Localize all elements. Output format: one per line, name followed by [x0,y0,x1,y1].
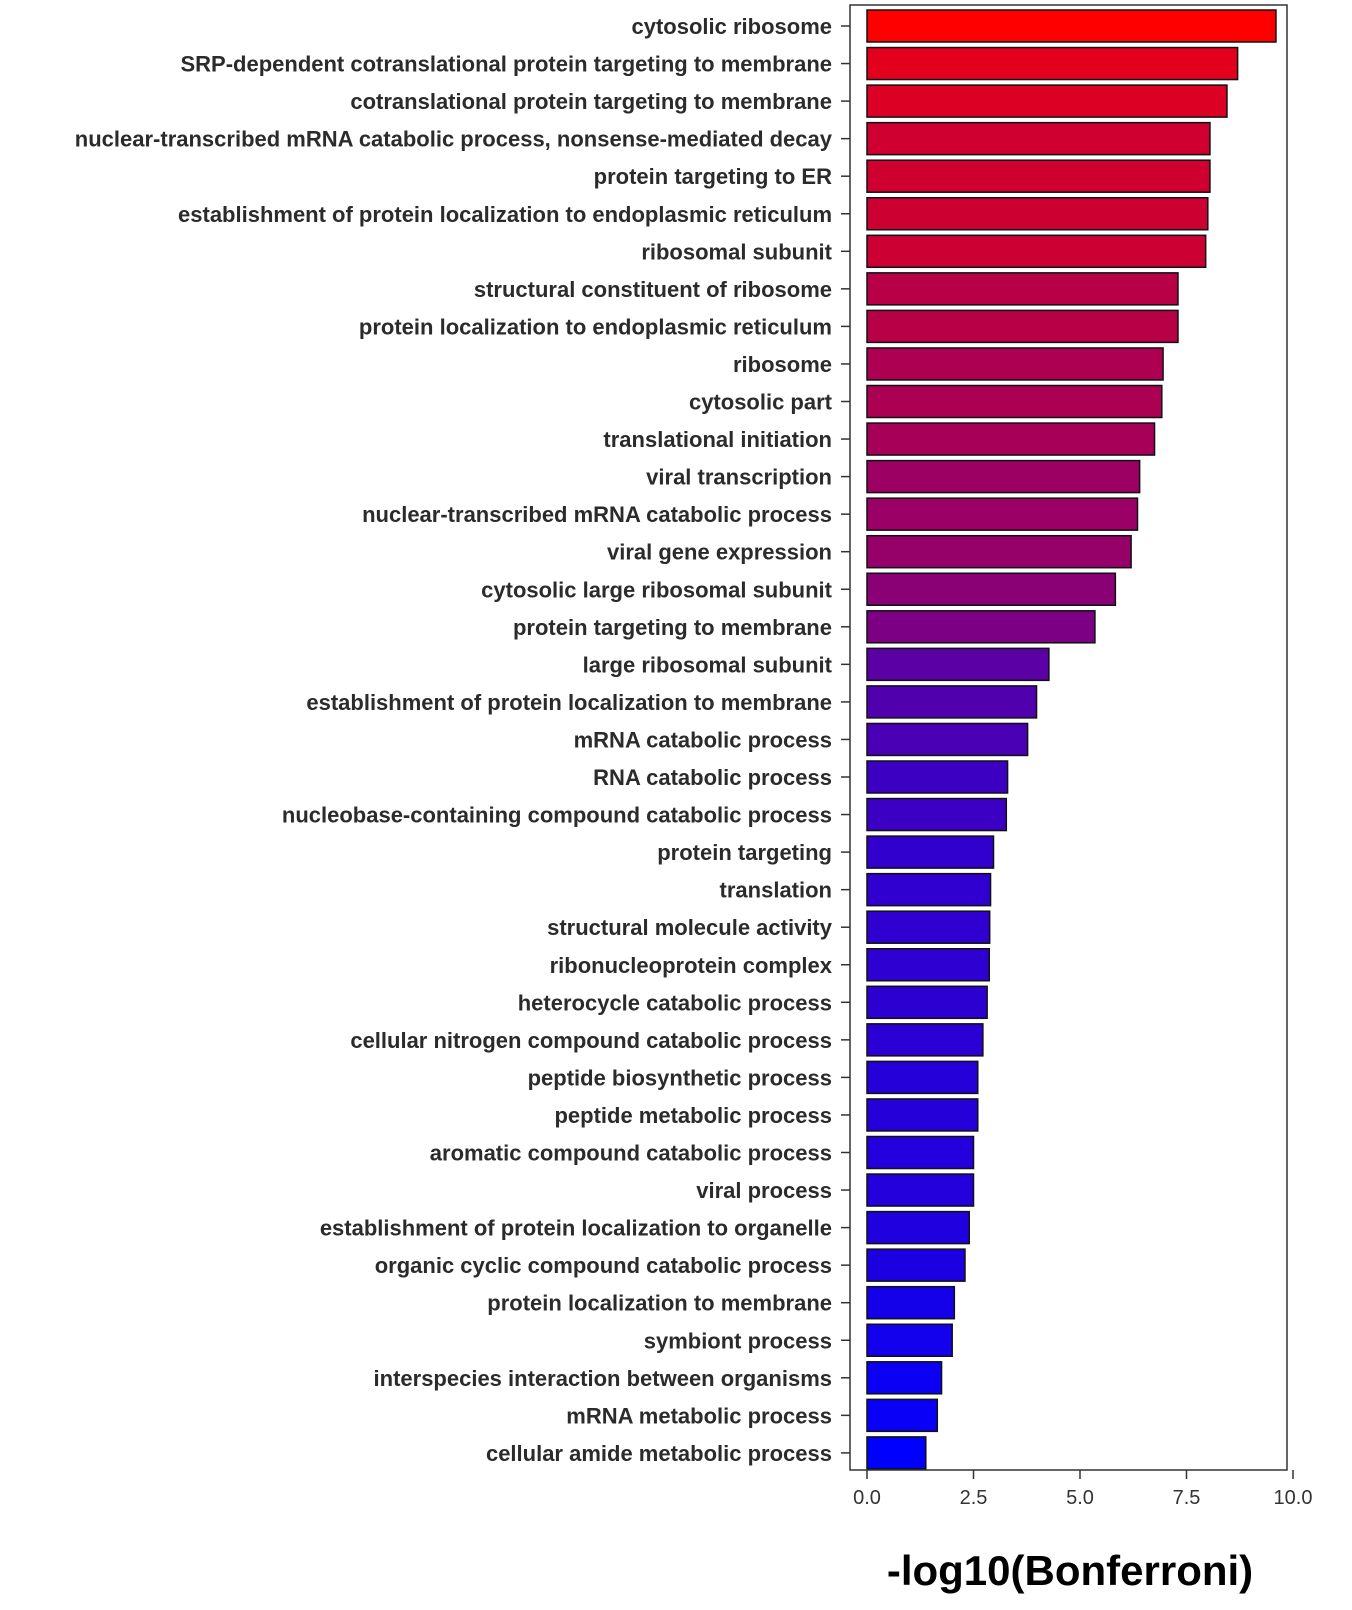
category-label: large ribosomal subunit [583,652,833,677]
x-tick-label: 7.5 [1173,1487,1201,1509]
category-label: peptide metabolic process [554,1103,832,1128]
bar [866,610,1096,644]
bar [866,384,1163,419]
x-axis-ticks [866,1470,1294,1479]
category-label: protein targeting [657,840,832,865]
category-label: cellular nitrogen compound catabolic pro… [350,1028,832,1053]
category-label: nuclear-transcribed mRNA catabolic proce… [75,127,833,152]
bar [866,1210,970,1245]
bar [866,9,1277,43]
category-label: protein targeting to ER [594,164,832,189]
category-label: cotranslational protein targeting to mem… [350,89,832,114]
category-label: peptide biosynthetic process [528,1065,832,1090]
category-label: aromatic compound catabolic process [430,1141,832,1166]
bar [866,1436,927,1470]
bar [866,647,1050,682]
bar [866,197,1209,231]
category-labels: cytosolic ribosome SRP-dependent cotransl… [75,14,833,1466]
category-label: SRP-dependent cotranslational protein ta… [180,52,832,77]
bar [866,234,1207,269]
bar [866,1398,939,1433]
bar [866,872,992,907]
x-tick-label: 10.0 [1274,1487,1313,1509]
category-label: cytosolic part [689,390,833,415]
bar [866,1060,979,1095]
category-label: protein targeting to membrane [513,615,832,640]
bar [866,1323,953,1357]
category-label: protein localization to membrane [487,1291,832,1316]
category-label: mRNA metabolic process [566,1403,832,1428]
bar [866,797,1008,832]
bar [866,1173,975,1207]
category-label: ribonucleoprotein complex [550,953,833,978]
bar [866,159,1211,193]
x-axis-tick-labels: 0.0 2.5 5.0 7.5 10.0 [853,1487,1312,1509]
category-label: translational initiation [603,427,832,452]
bar [866,1023,984,1057]
bar [866,835,995,869]
bar [866,309,1179,344]
bar [866,1098,979,1132]
bar [866,572,1117,606]
category-label: translation [720,878,832,903]
bar [866,1248,966,1282]
bar [866,272,1179,306]
category-label: heterocycle catabolic process [518,990,832,1015]
category-label: cytosolic ribosome [631,14,832,39]
x-tick-label: 0.0 [853,1487,881,1509]
x-axis-title: -log10(Bonferroni) [887,1547,1253,1594]
plot-panel-border [849,4,1288,1471]
bars [866,9,1277,1470]
bar [866,534,1132,569]
bar [866,347,1164,381]
category-label: cellular amide metabolic process [486,1441,832,1466]
category-label: ribosome [733,352,832,377]
bar [866,84,1228,118]
category-label: structural constituent of ribosome [474,277,832,302]
bar [866,985,988,1020]
bar [866,497,1139,531]
category-label: symbiont process [644,1328,832,1353]
bar [866,1361,943,1395]
bar [866,46,1239,81]
category-label: ribosomal subunit [641,239,832,264]
category-label: RNA catabolic process [593,765,832,790]
bar [866,910,991,944]
bar [866,948,991,982]
category-label: viral process [696,1178,832,1203]
bar [866,760,1009,794]
category-label: mRNA catabolic process [574,727,832,752]
category-label: viral transcription [646,465,832,490]
category-label: establishment of protein localization to… [178,202,832,227]
bar [866,422,1156,456]
category-label: cytosolic large ribosomal subunit [481,577,833,602]
bar [866,722,1029,757]
category-label: establishment of protein localization to… [306,690,832,715]
category-label: protein localization to endoplasmic reti… [359,314,832,339]
bar [866,459,1141,494]
bar [866,121,1211,156]
bar [866,1135,975,1170]
y-axis-ticks [841,25,850,1454]
category-label: viral gene expression [607,540,832,565]
category-label: establishment of protein localization to… [320,1216,832,1241]
category-label: interspecies interaction between organis… [374,1366,832,1391]
x-tick-label: 5.0 [1066,1487,1094,1509]
category-label: structural molecule activity [547,915,833,940]
bar [866,1285,956,1320]
x-tick-label: 2.5 [960,1487,988,1509]
category-label: nuclear-transcribed mRNA catabolic proce… [362,502,832,527]
category-label: organic cyclic compound catabolic proces… [375,1253,832,1278]
category-label: nucleobase-containing compound catabolic… [282,803,832,828]
bar [866,685,1038,719]
